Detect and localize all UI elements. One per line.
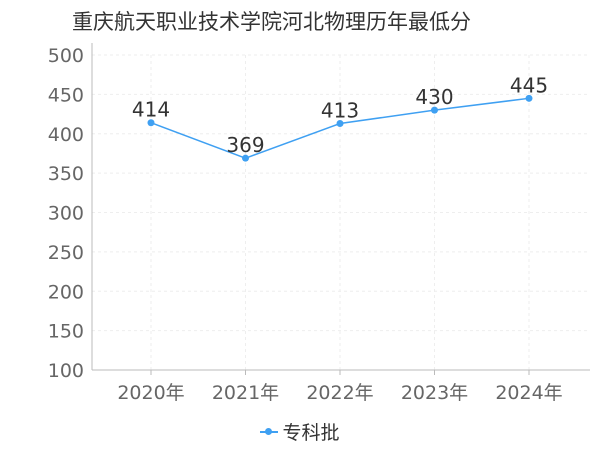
data-point [147,119,155,127]
series-line [147,94,533,162]
x-tick-label: 2020年 [117,382,184,404]
axes [91,43,590,375]
legend-label: 专科批 [282,422,340,444]
legend[interactable]: 专科批 [0,418,600,445]
y-tick-label: 150 [48,321,84,343]
y-tick-label: 400 [48,124,84,146]
x-tick-label: 2024年 [495,382,562,404]
legend-swatch [260,426,279,438]
x-tick-label: 2021年 [212,382,279,404]
grid-lines [92,54,590,370]
x-tick-label: 2023年 [401,382,468,404]
y-tick-label: 250 [48,242,84,264]
data-label: 413 [321,99,359,123]
data-labels: 414 369 413 430 445 [132,73,548,157]
y-tick-label: 500 [48,45,84,67]
data-label: 369 [226,133,264,157]
y-tick-label: 100 [48,360,84,382]
y-tick-label: 300 [48,203,84,225]
data-point [431,106,438,114]
y-tick-label: 200 [48,281,84,303]
x-tick-label: 2022年 [306,382,373,404]
data-label: 445 [510,73,548,97]
x-tick-labels: 2020年 2021年 2022年 2023年 2024年 [117,382,562,404]
y-tick-label: 350 [48,163,84,185]
data-point [242,154,249,162]
legend-dot [265,428,273,435]
data-point [336,120,344,128]
chart-title: 重庆航天职业技术学院河北物理历年最低分 [72,10,471,34]
data-point [525,94,533,102]
data-label: 430 [415,85,453,109]
y-tick-labels: 100 150 200 250 300 350 400 450 500 [48,45,84,382]
y-tick-label: 450 [48,84,84,106]
data-label: 414 [132,98,170,122]
